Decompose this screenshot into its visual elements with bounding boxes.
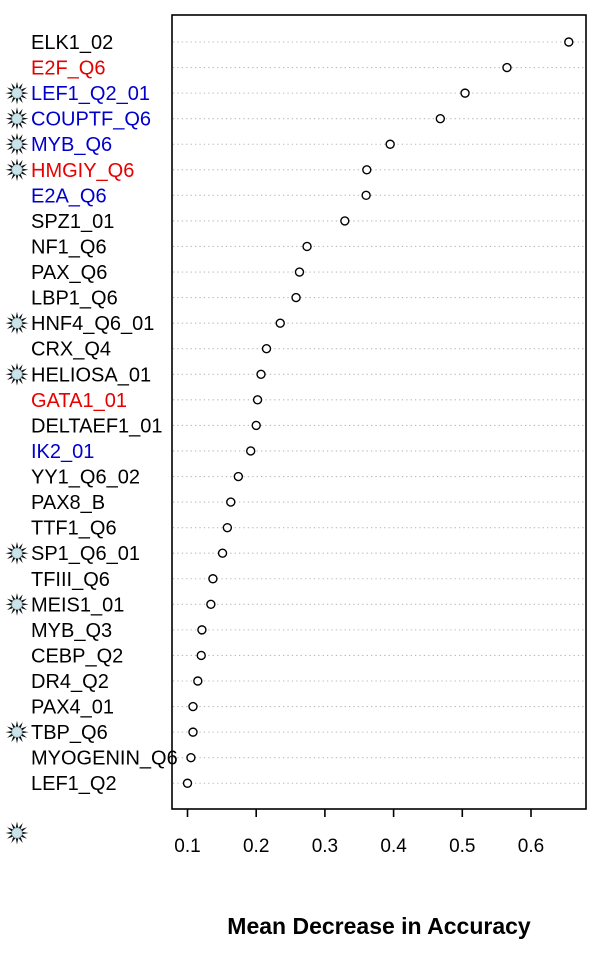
data-point xyxy=(564,37,574,47)
row-label: PAX_Q6 xyxy=(31,262,107,284)
data-point xyxy=(246,446,256,456)
data-point xyxy=(275,318,285,328)
data-point xyxy=(361,190,371,201)
row-label: TBP_Q6 xyxy=(31,722,108,744)
data-point xyxy=(226,497,236,507)
row-label: DR4_Q2 xyxy=(31,671,109,693)
data-point xyxy=(362,165,372,175)
row-label: HELIOSA_01 xyxy=(31,364,151,386)
data-point xyxy=(502,62,512,73)
star-icon-center xyxy=(11,113,23,125)
row-label: IK2_01 xyxy=(31,441,94,463)
row-label: LEF1_Q2_01 xyxy=(31,83,150,105)
data-point xyxy=(340,216,350,226)
x-tick-label: 0.2 xyxy=(243,836,269,857)
row-label: TTF1_Q6 xyxy=(31,518,117,540)
row-label: SP1_Q6_01 xyxy=(31,543,140,565)
row-label: GATA1_01 xyxy=(31,390,127,412)
row-label: COUPTF_Q6 xyxy=(31,109,151,131)
row-label: HMGIY_Q6 xyxy=(31,160,134,182)
row-label: LBP1_Q6 xyxy=(31,288,118,310)
row-label: HNF4_Q6_01 xyxy=(31,313,154,335)
data-point xyxy=(193,676,203,686)
row-label: SPZ1_01 xyxy=(31,211,114,233)
row-label: E2F_Q6 xyxy=(31,58,105,80)
data-point xyxy=(435,113,446,124)
star-icon-center xyxy=(11,726,23,738)
data-point xyxy=(291,292,301,303)
x-tick-label: 0.6 xyxy=(518,836,544,857)
data-point xyxy=(206,599,216,610)
data-point xyxy=(302,241,312,252)
data-point xyxy=(261,344,272,354)
data-point xyxy=(385,139,395,149)
data-point xyxy=(460,88,470,98)
star-icon-center xyxy=(11,87,23,99)
data-point xyxy=(182,778,193,788)
data-point xyxy=(233,471,244,482)
data-point xyxy=(197,625,207,635)
row-label: MEIS1_01 xyxy=(31,594,124,616)
data-point xyxy=(186,752,196,763)
star-icon-center xyxy=(11,164,23,176)
row-label: TFIII_Q6 xyxy=(31,569,110,591)
data-point xyxy=(196,650,206,661)
row-label: CEBP_Q2 xyxy=(31,645,123,667)
star-icon-center xyxy=(11,317,23,329)
data-point xyxy=(188,701,198,712)
star-icon-center xyxy=(11,138,23,150)
data-point xyxy=(251,420,261,431)
row-label: PAX4_01 xyxy=(31,697,114,719)
row-label: YY1_Q6_02 xyxy=(31,467,140,489)
data-point xyxy=(217,548,228,558)
data-point xyxy=(256,369,266,379)
data-point xyxy=(252,395,263,405)
row-label: E2A_Q6 xyxy=(31,185,107,207)
x-tick-label: 0.1 xyxy=(174,836,200,857)
row-label: MYB_Q6 xyxy=(31,134,112,156)
x-tick-label: 0.3 xyxy=(312,836,338,857)
star-icon-center xyxy=(11,368,23,380)
row-label: MYB_Q3 xyxy=(31,620,112,642)
row-label: ELK1_02 xyxy=(31,32,113,54)
data-point xyxy=(208,574,218,584)
data-point xyxy=(294,267,305,277)
row-label: LEF1_Q2 xyxy=(31,773,117,795)
x-tick-label: 0.4 xyxy=(380,836,407,857)
data-point xyxy=(188,727,198,737)
plot-box xyxy=(171,14,587,810)
footer-star-icon-center xyxy=(11,827,23,839)
x-axis-title: Mean Decrease in Accuracy xyxy=(227,913,531,939)
row-label: CRX_Q4 xyxy=(31,339,111,361)
star-icon-center xyxy=(11,598,23,610)
x-tick-label: 0.5 xyxy=(449,836,475,857)
row-label: PAX8_B xyxy=(31,492,105,514)
star-icon-center xyxy=(11,547,23,559)
data-point xyxy=(222,522,233,533)
row-label: NF1_Q6 xyxy=(31,236,107,258)
row-label: DELTAEF1_01 xyxy=(31,415,163,437)
row-label: MYOGENIN_Q6 xyxy=(31,748,178,770)
